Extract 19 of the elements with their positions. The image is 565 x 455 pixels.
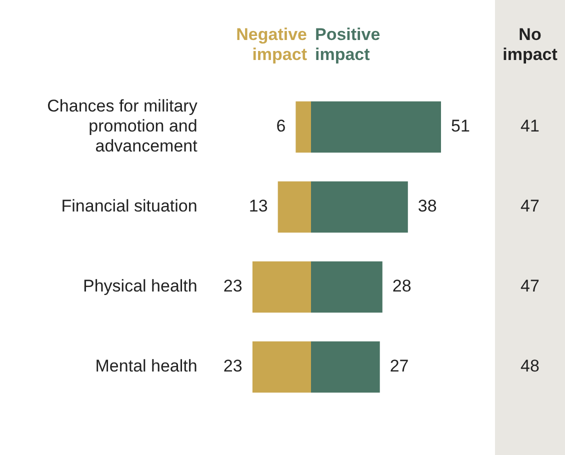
data-label: 41: [520, 116, 540, 136]
data-label: 28: [392, 276, 412, 296]
text: Positive impact: [315, 25, 380, 64]
data-label: 47: [520, 276, 540, 296]
data-label: 23: [223, 356, 242, 376]
y-tick-label: Chances for military promotion and advancement: [47, 96, 198, 156]
text: No impact: [502, 25, 558, 64]
data-label: 51: [451, 116, 470, 136]
data-label: 38: [418, 196, 437, 216]
data-label: 27: [390, 356, 409, 376]
y-tick-label: Financial situation: [61, 196, 198, 216]
data-label: 6: [276, 116, 286, 136]
data-label: 47: [520, 196, 540, 216]
data-label: 13: [248, 196, 268, 216]
data-label: 23: [223, 276, 242, 296]
y-tick-label: Mental health: [95, 356, 198, 376]
y-tick-label: Physical health: [83, 276, 198, 296]
text: Negative impact: [236, 25, 308, 64]
data-label: 48: [520, 356, 540, 376]
